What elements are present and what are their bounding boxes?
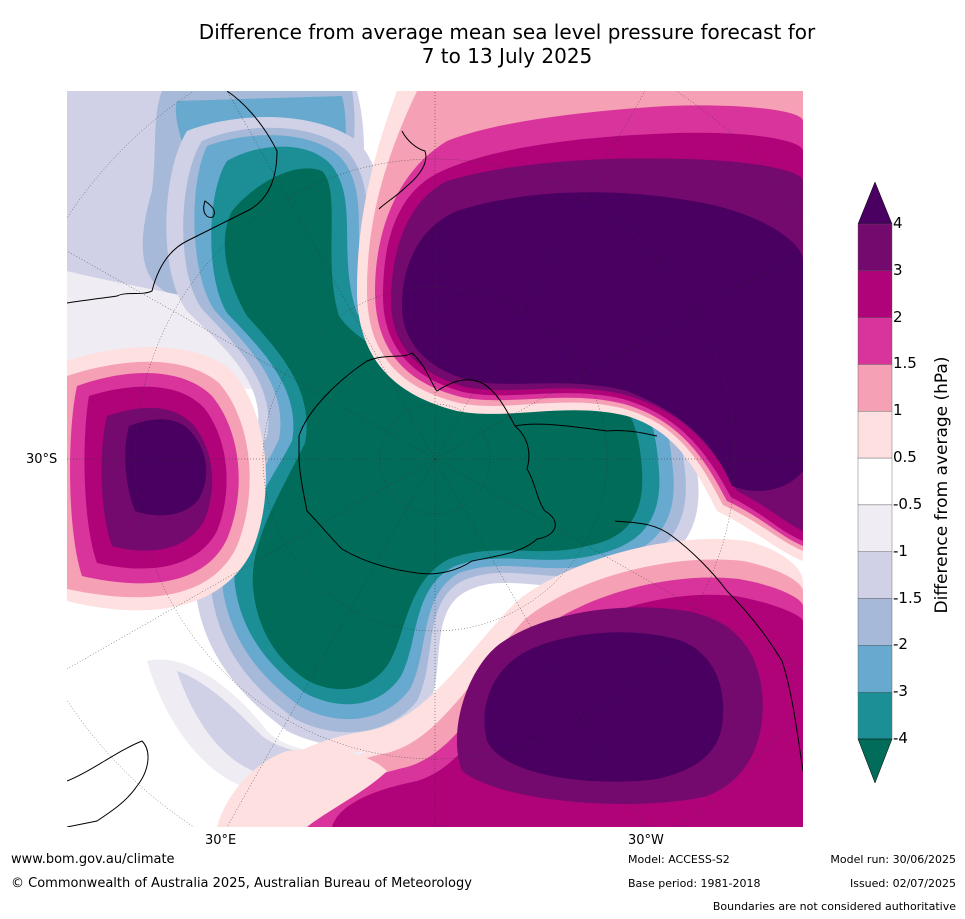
colorbar-extend-top: [857, 181, 893, 225]
colorbar-tick-label: -3: [893, 682, 908, 701]
colorbar-tick-label: 1: [893, 401, 903, 420]
colorbar-tick-label: -0.5: [893, 494, 923, 513]
antarctic-peninsula: [514, 423, 658, 437]
lat-label-30s: 30°S: [26, 452, 58, 467]
colorbar-tick-label: 0.5: [893, 448, 917, 467]
ne-positive-anomaly: [357, 91, 803, 561]
south-america-coastline: [614, 520, 803, 772]
colorbar-tick-label: -1: [893, 541, 908, 560]
colorbar-segment: [857, 645, 893, 693]
footer-disclaimer: Boundaries are not considered authoritat…: [712, 900, 956, 913]
sw-positive-patch: [217, 749, 387, 827]
colorbar: [857, 181, 893, 784]
colorbar-tick-label: -4: [893, 729, 908, 747]
colorbar-segment: [857, 411, 893, 459]
colorbar-segment: [857, 223, 893, 272]
antarctic-negative-anomaly: [166, 117, 699, 747]
colorbar-segment: [857, 270, 893, 318]
australia-coastline: [67, 91, 278, 304]
colorbar-segment: [857, 551, 893, 599]
colorbar-segment: [857, 317, 893, 365]
west-positive-anomaly: [67, 347, 266, 611]
colorbar-segment: [857, 598, 893, 646]
pressure-anomaly-map: [67, 91, 803, 827]
lon-label-30w: 30°W: [628, 833, 664, 848]
new-zealand-coastline: [378, 130, 427, 210]
coastlines: [67, 91, 803, 827]
colorbar-tick-label: -1.5: [893, 588, 923, 607]
footer-copyright: © Commonwealth of Australia 2025, Austra…: [11, 876, 472, 891]
se-positive-anomaly: [217, 539, 803, 827]
footer-issued: Issued: 02/07/2025: [849, 877, 956, 890]
footer-model: Model: ACCESS-S2: [628, 853, 730, 866]
colorbar-label: Difference from average (hPa): [932, 356, 952, 614]
colorbar-tick-label: 1.5: [893, 354, 917, 373]
colorbar-tick-label: -2: [893, 635, 908, 654]
colorbar-segment: [857, 504, 893, 552]
graticule: [67, 91, 803, 827]
footer-url[interactable]: www.bom.gov.au/climate: [11, 852, 175, 867]
lon-label-30e: 30°E: [205, 833, 237, 848]
antarctica-coastline: [298, 352, 556, 575]
title-line-1: Difference from average mean sea level p…: [198, 20, 816, 44]
colorbar-segment: [857, 364, 893, 412]
title-line-2: 7 to 13 July 2025: [421, 44, 593, 68]
tasmania-coastline: [203, 200, 215, 218]
colorbar-tick-label: 2: [893, 307, 903, 326]
colorbar-segment: [857, 691, 893, 740]
colorbar-segment: [857, 457, 893, 506]
chart-title: Difference from average mean sea level p…: [0, 20, 965, 68]
colorbar-tick-label: 4: [893, 214, 903, 232]
colorbar-tick-label: 3: [893, 260, 903, 279]
africa-coastline: [67, 740, 149, 827]
footer-base-period: Base period: 1981-2018: [628, 877, 761, 890]
colorbar-extend-bottom: [857, 738, 893, 784]
footer-model-run: Model run: 30/06/2025: [830, 853, 956, 866]
